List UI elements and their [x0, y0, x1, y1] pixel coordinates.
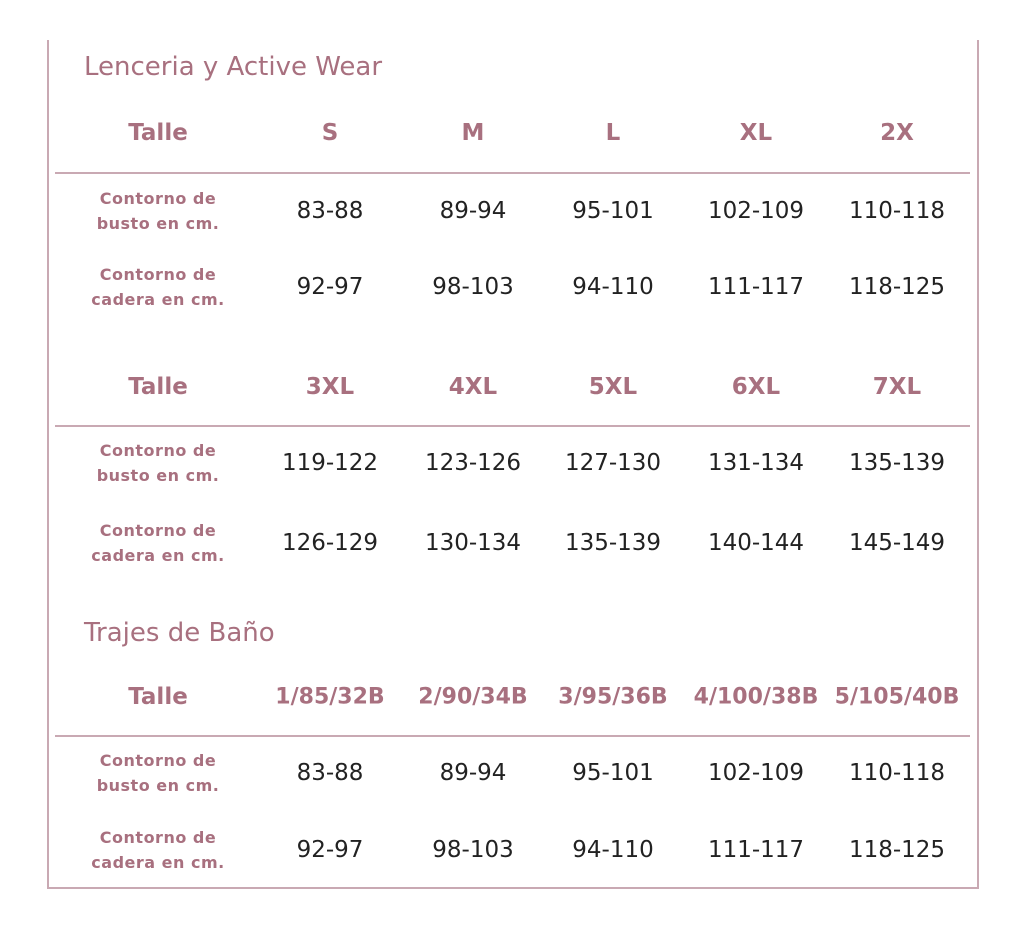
size-header: S: [321, 120, 339, 146]
size-header: 2X: [880, 120, 914, 146]
measurement-value: 127-130: [564, 450, 662, 476]
row-label: Contorno de busto en cm.: [97, 438, 220, 488]
row-label-line: busto en cm.: [96, 466, 220, 485]
measurement-value: 111-117: [707, 837, 805, 863]
measurement-value: 130-134: [424, 530, 522, 556]
size-header: 7XL: [872, 374, 922, 400]
measurement-value: 126-129: [281, 530, 379, 556]
measurement-value: 94-110: [572, 837, 654, 863]
measurement-value: 110-118: [848, 760, 946, 786]
size-header: 4/100/38B: [693, 684, 819, 710]
row-label: Contorno de busto en cm.: [97, 748, 220, 798]
measurement-value: 92-97: [296, 274, 364, 300]
measurement-value: 102-109: [707, 198, 805, 224]
row-label: Contorno de cadera en cm.: [91, 825, 224, 875]
divider: [55, 172, 970, 174]
row-label-line: Contorno de: [99, 189, 217, 208]
size-header: 5/105/40B: [834, 684, 960, 710]
measurement-value: 131-134: [707, 450, 805, 476]
row-label-line: Contorno de: [99, 521, 217, 540]
measurement-value: 145-149: [848, 530, 946, 556]
measurement-value: 123-126: [424, 450, 522, 476]
measurement-value: 83-88: [296, 760, 364, 786]
talle-header: Talle: [128, 120, 188, 146]
measurement-value: 135-139: [848, 450, 946, 476]
row-label-line: Contorno de: [99, 828, 217, 847]
row-label-line: Contorno de: [99, 751, 217, 770]
measurement-value: 118-125: [848, 837, 946, 863]
size-header: M: [461, 120, 485, 146]
talle-header: Talle: [128, 374, 188, 400]
measurement-value: 98-103: [432, 837, 514, 863]
row-label-line: busto en cm.: [96, 214, 220, 233]
size-header: 5XL: [588, 374, 638, 400]
row-label-line: Contorno de: [99, 441, 217, 460]
measurement-value: 110-118: [848, 198, 946, 224]
measurement-value: 92-97: [296, 837, 364, 863]
size-header: 1/85/32B: [275, 684, 385, 710]
size-header: 6XL: [731, 374, 781, 400]
measurement-value: 118-125: [848, 274, 946, 300]
measurement-value: 135-139: [564, 530, 662, 556]
size-header: XL: [739, 120, 773, 146]
size-header: 4XL: [448, 374, 498, 400]
measurement-value: 95-101: [572, 760, 654, 786]
section-title: Trajes de Baño: [84, 618, 275, 648]
divider: [55, 735, 970, 737]
measurement-value: 102-109: [707, 760, 805, 786]
row-label-line: cadera en cm.: [91, 546, 225, 565]
measurement-value: 98-103: [432, 274, 514, 300]
measurement-value: 83-88: [296, 198, 364, 224]
row-label-line: cadera en cm.: [91, 853, 225, 872]
measurement-value: 95-101: [572, 198, 654, 224]
chart-frame: [47, 40, 979, 889]
divider: [55, 425, 970, 427]
row-label: Contorno de cadera en cm.: [91, 262, 224, 312]
measurement-value: 94-110: [572, 274, 654, 300]
size-header: 2/90/34B: [418, 684, 528, 710]
row-label: Contorno de cadera en cm.: [91, 518, 224, 568]
size-header: 3XL: [305, 374, 355, 400]
measurement-value: 140-144: [707, 530, 805, 556]
measurement-value: 89-94: [439, 198, 507, 224]
row-label-line: cadera en cm.: [91, 290, 225, 309]
section-title: Lenceria y Active Wear: [84, 52, 383, 82]
measurement-value: 111-117: [707, 274, 805, 300]
size-header: L: [605, 120, 621, 146]
talle-header: Talle: [128, 684, 188, 710]
row-label-line: Contorno de: [99, 265, 217, 284]
row-label: Contorno de busto en cm.: [97, 186, 220, 236]
measurement-value: 119-122: [281, 450, 379, 476]
size-header: 3/95/36B: [558, 684, 668, 710]
row-label-line: busto en cm.: [96, 776, 220, 795]
measurement-value: 89-94: [439, 760, 507, 786]
